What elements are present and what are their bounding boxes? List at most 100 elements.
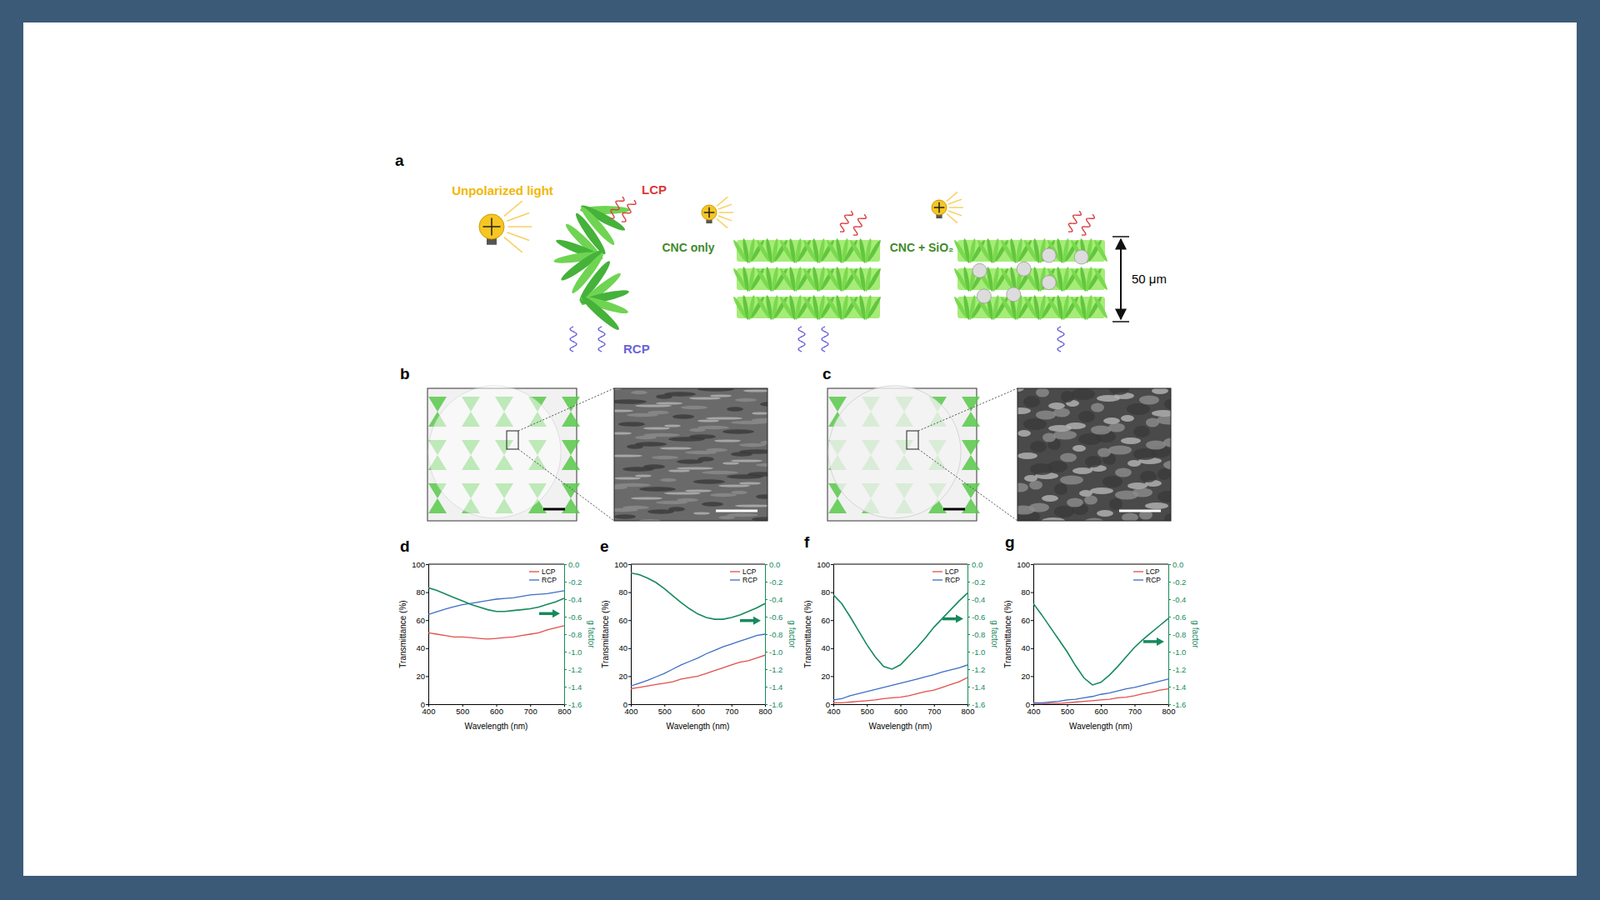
sem-texture xyxy=(1035,410,1056,420)
y2-tick-mark xyxy=(1168,564,1171,565)
sem-texture xyxy=(635,474,652,477)
chart: d4005006007008000204060801000.0-0.2-0.4-… xyxy=(398,537,596,731)
label: Unpolarized light xyxy=(451,183,554,198)
y2-tick-label: -0.4 xyxy=(1172,595,1186,605)
y2-tick-label: -0.4 xyxy=(971,595,985,605)
x-tick: 500 xyxy=(1060,704,1075,716)
y2-axis: 0.0-0.2-0.4-0.6-0.8-1.0-1.2-1.4-1.6 xyxy=(1168,560,1186,710)
legend-swatch xyxy=(1133,570,1144,572)
y2-tick-mark xyxy=(1168,599,1171,600)
sio2-particle xyxy=(976,289,991,304)
sem-texture xyxy=(1024,475,1038,482)
sem-texture xyxy=(672,414,695,420)
y2-tick: -0.2 xyxy=(1168,577,1186,587)
y-tick-label: 80 xyxy=(1020,587,1030,597)
y-axis: 020406080100 xyxy=(816,560,834,710)
y2-tick-label: -0.4 xyxy=(568,595,582,605)
y-tick-label: 40 xyxy=(618,643,628,653)
y2-tick-mark xyxy=(765,651,768,653)
sem-texture xyxy=(1017,407,1031,415)
sem-texture xyxy=(614,508,639,512)
y-tick-mark xyxy=(830,675,834,677)
sem-texture xyxy=(714,439,741,442)
sem-texture xyxy=(614,409,634,412)
y-axis: 020406080100 xyxy=(411,560,429,710)
sem-texture xyxy=(1121,513,1139,522)
y2-axis-title: g factor xyxy=(1190,620,1200,649)
y2-tick-label: -0.2 xyxy=(971,577,985,587)
sem-texture xyxy=(1078,433,1102,445)
light-ray xyxy=(716,219,728,229)
y-tick-label: 0 xyxy=(420,700,425,710)
y-tick: 0 xyxy=(1025,700,1034,710)
image-panel: c xyxy=(822,365,1187,530)
y2-tick-label: -0.8 xyxy=(769,630,783,640)
y-tick-label: 80 xyxy=(820,587,830,597)
sio2-particle xyxy=(1006,287,1021,302)
y-tick-label: 60 xyxy=(618,615,628,625)
light-wave xyxy=(853,214,866,235)
sem-image xyxy=(1017,388,1171,521)
plot-frame xyxy=(428,564,565,565)
y2-tick: -0.8 xyxy=(564,630,582,640)
legend-swatch xyxy=(529,579,540,580)
x-tick-label: 600 xyxy=(691,706,705,716)
x-tick-label: 500 xyxy=(1060,706,1075,716)
sem-texture xyxy=(1017,483,1029,493)
panel-letter: a xyxy=(395,151,405,170)
sem-texture xyxy=(689,396,721,400)
sio2-particle xyxy=(1041,248,1056,263)
y2-tick-label: -1.2 xyxy=(971,665,985,675)
sem-texture xyxy=(647,509,675,515)
x-axis-title: Wavelength (nm) xyxy=(869,721,933,731)
y2-tick-mark xyxy=(765,634,768,635)
x-tick: 600 xyxy=(691,704,705,716)
y2-tick-label: 0.0 xyxy=(568,560,580,570)
sem-frame xyxy=(1017,388,1171,521)
sem-texture xyxy=(1060,453,1077,463)
cnc-rod xyxy=(865,267,882,291)
y2-tick-label: 0.0 xyxy=(1172,560,1184,570)
y-tick-label: 40 xyxy=(415,643,425,653)
y2-tick-mark xyxy=(765,564,768,565)
series-line xyxy=(833,677,968,703)
y-tick-label: 40 xyxy=(820,643,830,653)
y2-tick-label: -0.8 xyxy=(568,630,582,640)
y2-tick: -0.6 xyxy=(967,612,985,622)
sem-texture xyxy=(1133,448,1157,460)
film-disc xyxy=(828,385,961,519)
y-tick: 80 xyxy=(820,587,834,597)
legend-swatch xyxy=(1133,579,1144,580)
sem-texture xyxy=(1096,510,1114,517)
sem-texture xyxy=(1090,403,1105,413)
y2-tick-mark xyxy=(967,669,970,670)
sem-texture xyxy=(1023,395,1040,408)
y2-tick-label: -1.4 xyxy=(568,682,582,692)
sem-texture xyxy=(722,461,740,465)
y-tick: 0 xyxy=(825,700,834,710)
legend: LCPRCP xyxy=(932,567,960,585)
y2-axis: 0.0-0.2-0.4-0.6-0.8-1.0-1.2-1.4-1.6 xyxy=(564,560,582,710)
y2-tick-mark xyxy=(765,616,768,618)
y2-tick-mark xyxy=(967,651,970,653)
sem-texture xyxy=(755,494,768,500)
sem-texture xyxy=(693,479,725,485)
sem-texture xyxy=(1102,475,1123,488)
y2-tick-label: -0.6 xyxy=(568,612,582,622)
y-tick: 20 xyxy=(820,671,834,681)
sem-texture xyxy=(685,450,717,455)
y-axis: 020406080100 xyxy=(614,560,631,710)
y2-tick-mark xyxy=(765,686,768,688)
panel-letter: b xyxy=(400,365,410,383)
y2-tick: -1.6 xyxy=(967,700,985,710)
sem-texture xyxy=(614,399,647,405)
label: LCP xyxy=(641,182,667,197)
y-axis-line xyxy=(428,565,430,705)
y-tick-label: 20 xyxy=(820,671,830,681)
x-tick: 500 xyxy=(658,704,672,716)
y-tick: 40 xyxy=(1020,643,1034,653)
y2-tick-label: -1.6 xyxy=(568,700,582,710)
sem-texture xyxy=(1017,505,1035,515)
sem-texture xyxy=(730,459,763,462)
sem-texture xyxy=(1115,468,1132,478)
